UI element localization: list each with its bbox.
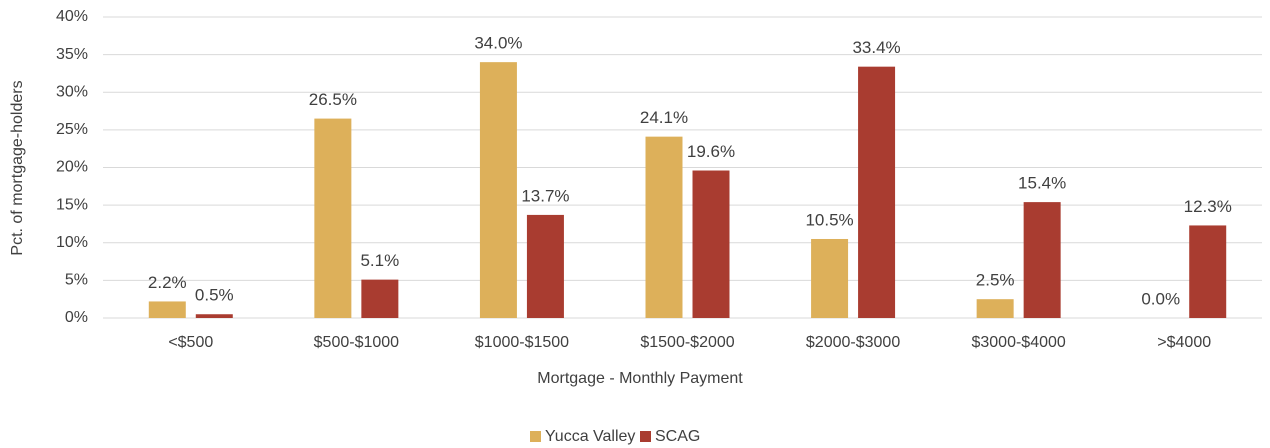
x-tick-label: >$4000 bbox=[1157, 334, 1211, 351]
y-tick-label: 30% bbox=[56, 83, 88, 100]
value-label: 5.1% bbox=[360, 251, 399, 270]
value-label: 13.7% bbox=[521, 186, 569, 205]
value-label: 12.3% bbox=[1184, 197, 1232, 216]
value-label: 15.4% bbox=[1018, 174, 1066, 193]
bar bbox=[1189, 225, 1227, 318]
y-tick-label: 35% bbox=[56, 46, 88, 63]
y-tick-label: 40% bbox=[56, 8, 88, 25]
y-tick-label: 15% bbox=[56, 196, 88, 213]
value-label: 10.5% bbox=[805, 210, 853, 229]
value-label: 0.0% bbox=[1141, 289, 1180, 308]
y-tick-label: 20% bbox=[56, 159, 88, 176]
y-tick-label: 25% bbox=[56, 121, 88, 138]
x-tick-label: $2000-$3000 bbox=[806, 334, 900, 351]
bar bbox=[148, 301, 186, 318]
bar bbox=[1023, 202, 1061, 318]
bar bbox=[858, 66, 896, 318]
value-label: 2.2% bbox=[148, 273, 187, 292]
bar bbox=[526, 214, 564, 318]
legend-swatch bbox=[640, 431, 651, 442]
bar bbox=[692, 170, 730, 318]
value-label: 34.0% bbox=[474, 34, 522, 53]
x-axis-label: Mortgage - Monthly Payment bbox=[537, 370, 743, 387]
bar bbox=[645, 136, 683, 318]
bar bbox=[195, 314, 233, 318]
legend-label: Yucca Valley bbox=[545, 428, 635, 445]
y-tick-label: 0% bbox=[65, 309, 88, 326]
y-axis-label: Pct. of mortgage-holders bbox=[9, 80, 26, 255]
bar bbox=[811, 238, 849, 318]
bar bbox=[314, 118, 352, 319]
bar bbox=[976, 299, 1014, 318]
legend-label: SCAG bbox=[655, 428, 700, 445]
value-label: 24.1% bbox=[640, 108, 688, 127]
y-tick-label: 10% bbox=[56, 234, 88, 251]
x-tick-label: $1500-$2000 bbox=[640, 334, 734, 351]
value-label: 33.4% bbox=[852, 38, 900, 57]
x-tick-label: $1000-$1500 bbox=[475, 334, 569, 351]
x-tick-label: $3000-$4000 bbox=[971, 334, 1065, 351]
value-label: 0.5% bbox=[195, 286, 234, 305]
y-tick-label: 5% bbox=[65, 272, 88, 289]
bar bbox=[479, 62, 517, 319]
value-label: 2.5% bbox=[976, 271, 1015, 290]
x-tick-label: $500-$1000 bbox=[314, 334, 400, 351]
value-label: 19.6% bbox=[687, 142, 735, 161]
x-tick-label: <$500 bbox=[168, 334, 213, 351]
value-label: 26.5% bbox=[309, 90, 357, 109]
bar bbox=[361, 279, 399, 318]
legend-swatch bbox=[530, 431, 541, 442]
